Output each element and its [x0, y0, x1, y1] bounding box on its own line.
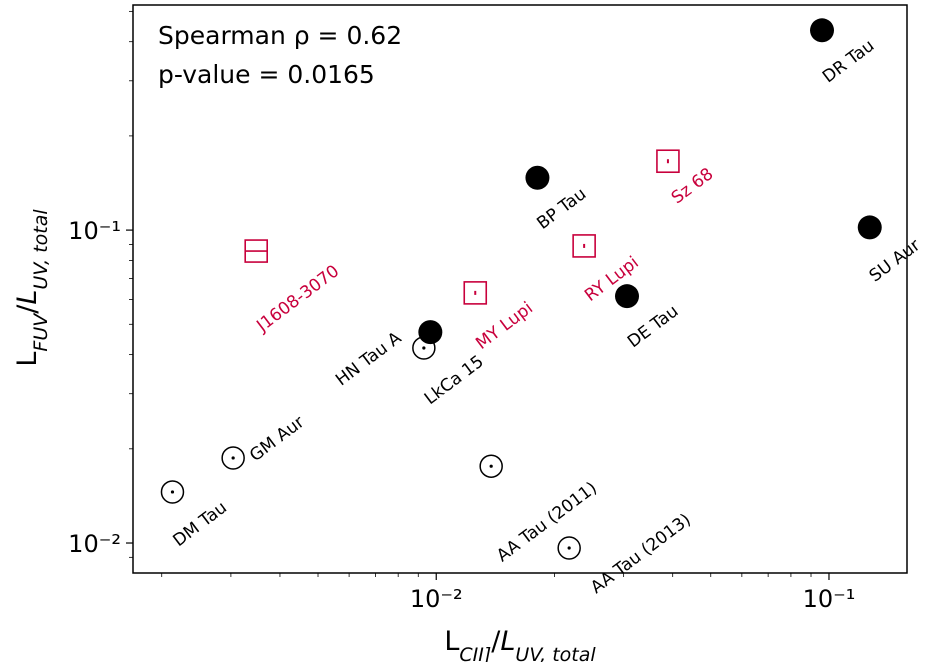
marker	[525, 165, 550, 190]
point-label: Sz 68	[668, 164, 717, 208]
marker-dot	[231, 456, 235, 460]
point	[557, 536, 581, 560]
marker	[857, 215, 882, 240]
marker	[572, 234, 596, 258]
marker-dot	[666, 159, 669, 164]
marker	[479, 454, 503, 478]
point	[572, 234, 596, 258]
marker	[615, 284, 640, 309]
point	[244, 239, 268, 263]
point	[525, 165, 550, 190]
x-axis-label-part: L	[500, 626, 515, 657]
y-axis-label-part: /	[12, 304, 43, 314]
x-tick-label: 10⁻²	[410, 585, 463, 613]
point-label: J1608-3070	[252, 261, 343, 336]
x-axis-label-part: /	[491, 626, 501, 657]
point-label: LkCa 15	[421, 352, 488, 409]
point	[857, 215, 882, 240]
x-axis-label-part: CII]	[459, 644, 491, 662]
annotation: p-value = 0.0165	[158, 60, 375, 89]
x-axis-label-part: L	[444, 626, 459, 657]
point	[656, 149, 680, 174]
point-label: DM Tau	[169, 498, 231, 551]
point	[479, 454, 503, 478]
point	[160, 480, 185, 504]
point-label: MY Lupi	[472, 298, 537, 354]
marker	[418, 320, 443, 345]
y-axis-label: LFUV/LUV, total	[12, 209, 52, 367]
y-axis-label-part: L	[12, 352, 43, 367]
point	[412, 336, 436, 360]
point-label: AA Tau (2011)	[493, 478, 601, 566]
marker-dot	[583, 243, 586, 248]
marker	[810, 18, 835, 43]
point	[615, 284, 640, 309]
point-label: DE Tau	[624, 301, 682, 352]
point-label: BP Tau	[533, 184, 590, 234]
point-label: HN Tau A	[332, 328, 406, 390]
x-axis-label-part: UV, total	[515, 644, 596, 662]
marker	[557, 536, 581, 560]
marker	[656, 149, 680, 174]
marker-dot	[474, 290, 477, 295]
annotation: Spearman ρ = 0.62	[158, 21, 402, 50]
marker	[463, 281, 488, 305]
y-tick-label: 10⁻¹	[68, 217, 121, 245]
marker	[221, 446, 245, 470]
y-axis-label-part: FUV	[30, 312, 52, 352]
point	[463, 281, 488, 305]
x-tick-label: 10⁻¹	[803, 585, 856, 613]
plot-frame	[132, 4, 908, 574]
point-label: AA Tau (2013)	[587, 510, 695, 598]
marker-dot	[170, 490, 175, 494]
point-label: SU Aur	[866, 235, 924, 286]
point	[810, 18, 835, 43]
marker	[160, 480, 185, 504]
marker-dot	[489, 464, 493, 468]
x-axis-label: LCII]/LUV, total	[444, 626, 596, 662]
marker-dot	[422, 346, 426, 350]
point	[418, 320, 443, 345]
point	[221, 446, 245, 470]
marker	[412, 336, 436, 360]
y-tick-label: 10⁻²	[68, 530, 121, 558]
y-axis-label-part: L	[12, 290, 43, 305]
marker-dot	[567, 546, 571, 550]
point-label: GM Aur	[246, 412, 308, 466]
point-label: DR Tau	[819, 36, 878, 88]
y-axis-label-part: UV, total	[30, 209, 52, 290]
